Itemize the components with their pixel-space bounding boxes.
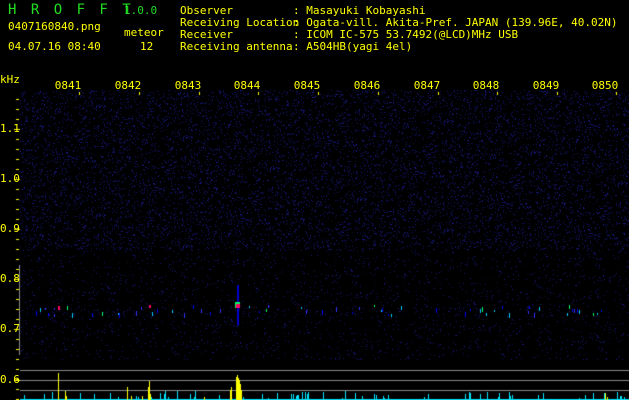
- meteor-label: meteor: [124, 26, 164, 39]
- observation-datetime: 04.07.16 08:40: [8, 40, 101, 53]
- y-axis-unit: kHz: [0, 73, 20, 86]
- time-tick-label: 0843: [174, 79, 202, 92]
- time-tick-label: 0845: [293, 79, 321, 92]
- y-tick-label: 0.8: [0, 272, 20, 285]
- receiver-label: Receiver: [180, 28, 233, 41]
- y-tick-label: 1.0: [0, 172, 20, 185]
- time-tick-label: 0841: [54, 79, 82, 92]
- antenna-value: : A504HB(yagi 4el): [293, 40, 413, 53]
- time-tick-label: 0850: [591, 79, 619, 92]
- meteor-count: 12: [140, 40, 154, 53]
- time-tick-label: 0847: [413, 79, 441, 92]
- time-tick-label: 0846: [353, 79, 381, 92]
- y-tick-label: 0.6: [0, 373, 20, 386]
- y-tick-label: 0.9: [0, 222, 20, 235]
- location-label: Receiving Location: [180, 16, 300, 29]
- time-tick-label: 0842: [114, 79, 142, 92]
- antenna-label: Receiving antenna: [180, 40, 293, 53]
- time-tick-label: 0848: [472, 79, 500, 92]
- app-title: H R O F F T: [8, 2, 134, 18]
- y-tick-label: 0.7: [0, 322, 20, 335]
- observer-value: : Masayuki Kobayashi: [293, 4, 426, 17]
- image-filename: 0407160840.png: [8, 20, 101, 33]
- y-tick-label: 1.1: [0, 122, 20, 135]
- time-tick-label: 0849: [532, 79, 560, 92]
- observer-label: Observer: [180, 4, 233, 17]
- app-version: 1.0.0: [124, 4, 158, 17]
- location-value: : Ogata-vill. Akita-Pref. JAPAN (139.96E…: [293, 16, 618, 29]
- time-tick-label: 0844: [233, 79, 261, 92]
- receiver-value: : ICOM IC-575 53.7492(@LCD)MHz USB: [293, 28, 519, 41]
